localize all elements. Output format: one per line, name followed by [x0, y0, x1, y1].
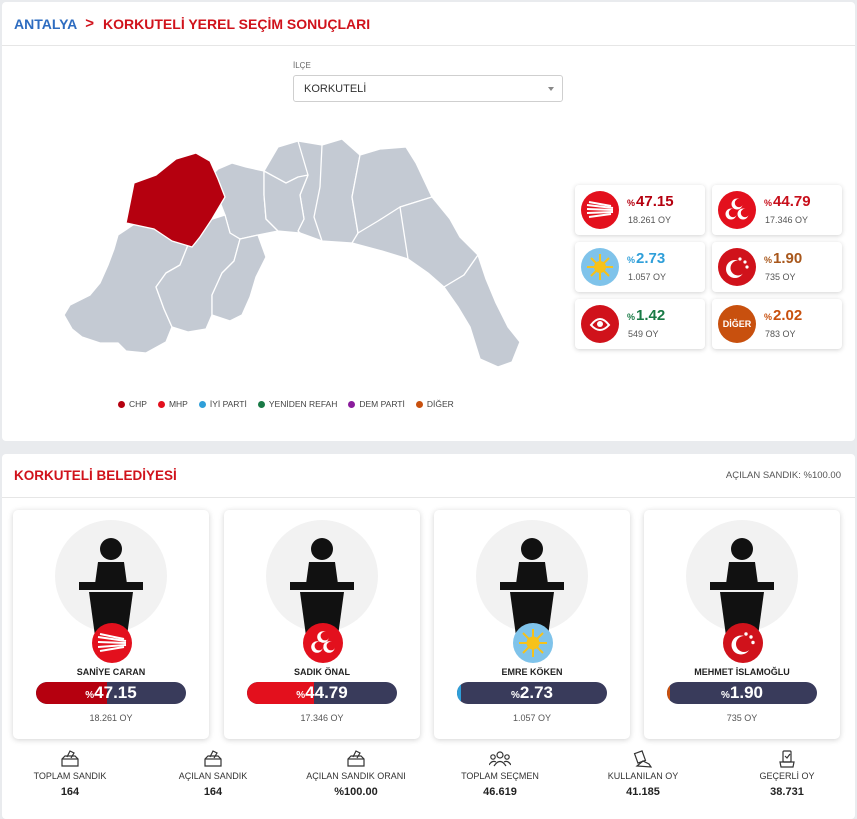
party-votes: 17.346 OY	[765, 215, 809, 225]
mhp-three-crescents-icon	[718, 191, 756, 229]
legend-item-yeniden-refah: YENİDEN REFAH	[257, 399, 337, 409]
candidate-progress-bar: %1.90	[667, 682, 817, 704]
party-percent: %2.73	[627, 250, 666, 267]
antalya-district-map	[63, 138, 520, 367]
yeniden-refah-icon	[581, 305, 619, 343]
party-percent: %47.15	[627, 193, 674, 210]
podium-speaker-icon	[290, 538, 354, 636]
party-card-chp[interactable]: %47.15 18.261 OY	[575, 185, 705, 235]
party-percent: %2.02	[764, 307, 803, 324]
chp-six-arrows-icon	[581, 191, 619, 229]
party-legend: CHP MHP İYİ PARTİ YENİDEN REFAH DEM PART…	[118, 399, 465, 409]
party-votes: 783 OY	[765, 329, 796, 339]
stat-total-voters: TOPLAM SEÇMEN 46.619	[440, 750, 560, 798]
candidate-percent: %44.79	[296, 683, 348, 702]
mhp-three-crescents-icon	[303, 623, 343, 663]
municipality-results-panel: KORKUTELİ BELEDİYESİ AÇILAN SANDIK: %100…	[2, 454, 855, 819]
ballot-box-icon	[204, 750, 222, 767]
candidate-name: MEHMET İSLAMOĞLU	[694, 667, 790, 677]
candidate-card[interactable]: SANİYE CARAN %47.15 18.261 OY	[13, 510, 209, 739]
municipality-title: KORKUTELİ BELEDİYESİ	[14, 468, 177, 483]
candidate-name: SADIK ÖNAL	[294, 667, 350, 677]
diger-badge-icon: DİĞER	[718, 305, 756, 343]
candidate-votes: 1.057 OY	[512, 713, 552, 723]
party-card-mhp[interactable]: %44.79 17.346 OY	[712, 185, 842, 235]
candidate-progress-fill	[247, 682, 315, 704]
people-icon	[489, 751, 511, 767]
legend-item-mhp: MHP	[157, 399, 188, 409]
candidate-card[interactable]: SADIK ÖNAL %44.79 17.346 OY	[224, 510, 420, 739]
podium-speaker-icon	[79, 538, 143, 636]
district-select-value: KORKUTELİ	[304, 83, 367, 95]
divider	[2, 497, 855, 498]
candidate-percent: %47.15	[85, 683, 137, 702]
candidate-progress-fill	[457, 682, 462, 704]
breadcrumb-chevron-icon: >	[85, 15, 95, 32]
candidate-percent: %1.90	[721, 683, 763, 702]
stat-total-boxes: TOPLAM SANDIK 164	[10, 750, 130, 798]
candidate-progress-bar: %44.79	[247, 682, 397, 704]
vote-hand-icon	[633, 750, 653, 768]
crescent-stars-icon	[723, 623, 763, 663]
party-percent: %1.90	[764, 250, 803, 267]
legend-item-iyi: İYİ PARTİ	[198, 399, 247, 409]
candidate-progress-bar: %47.15	[36, 682, 186, 704]
party-votes: 735 OY	[765, 272, 796, 282]
candidate-votes: 18.261 OY	[89, 713, 133, 723]
candidate-percent: %2.73	[511, 683, 553, 702]
opened-boxes-rate: AÇILAN SANDIK: %100.00	[725, 470, 841, 481]
map-district[interactable]	[263, 170, 309, 234]
breadcrumb: ANTALYA > KORKUTELİ YEREL SEÇİM SONUÇLAR…	[2, 2, 855, 46]
iyi-sun-icon	[581, 248, 619, 286]
legend-item-dem: DEM PARTİ	[348, 399, 405, 409]
candidate-card[interactable]: MEHMET İSLAMOĞLU %1.90 735 OY	[644, 510, 840, 739]
ballot-box-icon	[347, 750, 365, 767]
party-card-yeniden-refah[interactable]: %1.42 549 OY	[575, 299, 705, 349]
candidate-card[interactable]: EMRE KÖKEN %2.73 1.057 OY	[434, 510, 630, 739]
candidate-name: EMRE KÖKEN	[501, 667, 563, 677]
chp-six-arrows-icon	[92, 623, 132, 663]
candidate-progress-fill	[667, 682, 670, 704]
crescent-stars-icon	[718, 248, 756, 286]
map-district[interactable]	[313, 138, 361, 244]
province-results-panel: ANTALYA > KORKUTELİ YEREL SEÇİM SONUÇLAR…	[2, 2, 855, 441]
party-card-diger[interactable]: DİĞER %2.02 783 OY	[712, 299, 842, 349]
ballot-box-icon	[61, 750, 79, 767]
map-district-korkuteli[interactable]	[125, 152, 226, 248]
party-votes: 549 OY	[628, 329, 659, 339]
map-district[interactable]	[155, 214, 241, 333]
candidate-progress-bar: %2.73	[457, 682, 607, 704]
candidate-progress-fill	[36, 682, 107, 704]
candidate-votes: 735 OY	[726, 713, 758, 723]
iyi-sun-icon	[513, 623, 553, 663]
party-percent: %44.79	[764, 193, 811, 210]
district-select-label: İLÇE	[293, 61, 311, 70]
stat-used-votes: KULLANILAN OY 41.185	[583, 750, 703, 798]
stat-valid-votes: GEÇERLİ OY 38.731	[727, 750, 847, 798]
stat-opened-box-rate: AÇILAN SANDIK ORANI %100.00	[296, 750, 416, 798]
party-votes: 18.261 OY	[628, 215, 672, 225]
valid-vote-icon	[779, 750, 795, 768]
chevron-down-icon	[548, 87, 554, 91]
party-card-bbp[interactable]: %1.90 735 OY	[712, 242, 842, 292]
breadcrumb-antalya-link[interactable]: ANTALYA	[14, 15, 78, 32]
legend-item-diger: DİĞER	[415, 399, 454, 409]
party-card-iyi[interactable]: %2.73 1.057 OY	[575, 242, 705, 292]
page-title: KORKUTELİ YEREL SEÇİM SONUÇLARI	[103, 15, 371, 32]
podium-speaker-icon	[500, 538, 564, 636]
party-votes: 1.057 OY	[628, 272, 667, 282]
candidate-votes: 17.346 OY	[300, 713, 344, 723]
map-district[interactable]	[443, 254, 520, 367]
legend-item-chp: CHP	[118, 399, 147, 409]
candidate-name: SANİYE CARAN	[76, 667, 146, 677]
party-percent: %1.42	[627, 307, 666, 324]
district-select[interactable]: KORKUTELİ	[293, 75, 563, 102]
map-district[interactable]	[211, 234, 267, 322]
podium-speaker-icon	[710, 538, 774, 636]
stat-opened-boxes: AÇILAN SANDIK 164	[153, 750, 273, 798]
